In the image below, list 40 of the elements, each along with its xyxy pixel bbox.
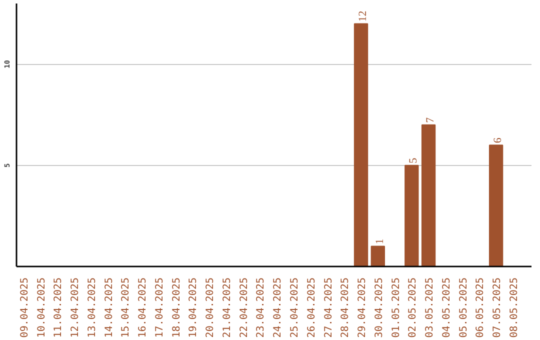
x-tick-label: 08.05.2025 [508,277,520,338]
x-tick-label: 28.04.2025 [340,277,352,338]
x-tick-label: 01.05.2025 [390,277,402,338]
x-tick-label: 18.04.2025 [171,277,182,338]
x-tick-label: 12.04.2025 [70,277,82,338]
x-tick-label: 02.05.2025 [408,277,419,338]
data-label: 7 [424,116,437,123]
x-tick-label: 09.04.2025 [19,277,30,338]
bar [421,124,436,266]
x-tick-label: 05.05.2025 [458,277,470,338]
x-tick-label: 17.04.2025 [154,277,166,338]
x-tick-label: 11.04.2025 [53,277,64,338]
x-tick-label: 13.04.2025 [86,277,98,338]
data-label: 6 [492,137,504,144]
data-label: 1 [374,238,386,244]
x-tick-label: 14.04.2025 [104,277,115,338]
x-tick-label: 26.04.2025 [306,277,318,338]
x-tick-label: 29.04.2025 [357,277,368,338]
bar [488,144,504,266]
x-tick-label: 16.04.2025 [138,277,149,338]
bar [354,23,368,266]
bar [404,164,419,266]
x-tick-label: 21.04.2025 [222,277,233,338]
x-tick-label: 07.05.2025 [492,277,504,338]
x-tick-label: 10.04.2025 [36,277,48,338]
x-tick-label: 20.04.2025 [205,277,216,338]
x-tick-label: 04.05.2025 [441,277,452,338]
x-tick-label: 19.04.2025 [188,277,200,338]
x-tick-label: 22.04.2025 [238,277,250,338]
x-tick-label: 25.04.2025 [289,277,300,338]
x-tick-label: 03.05.2025 [424,277,436,338]
x-tick-label: 24.04.2025 [272,277,284,338]
x-tick-label: 23.04.2025 [256,277,267,338]
x-tick-label: 30.04.2025 [374,277,385,338]
bar [370,246,385,266]
x-tick-label: 15.04.2025 [120,277,132,338]
x-tick-label: 27.04.2025 [323,277,334,338]
data-label: 5 [408,157,420,164]
data-label: 12 [357,10,370,22]
x-tick-label: 06.05.2025 [475,277,486,338]
